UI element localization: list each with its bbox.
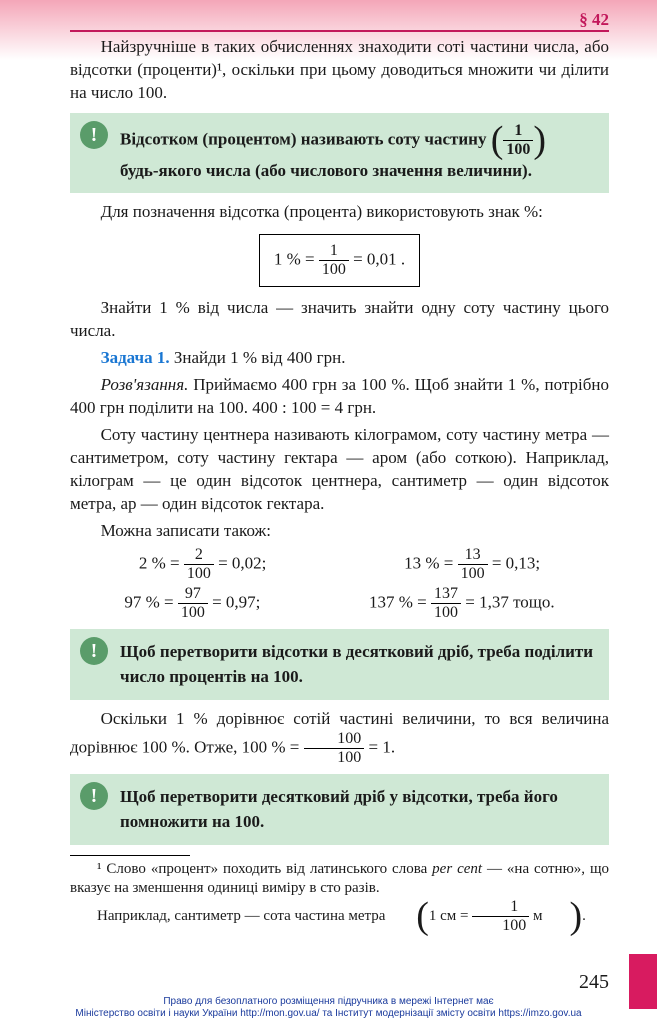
solution-1: Розв'язання. Приймаємо 400 грн за 100 %.…: [70, 374, 609, 420]
credits-line2: Міністерство освіти і науки України http…: [0, 1008, 657, 1020]
paragraph-also: Можна записати також:: [70, 520, 609, 543]
section-ref: § 42: [579, 10, 609, 30]
equations-row-2: 97 % = 97100 = 0,97; 137 % = 137100 = 1,…: [70, 586, 609, 621]
equations-row-1: 2 % = 2100 = 0,02; 13 % = 13100 = 0,13;: [70, 547, 609, 582]
page-number: 245: [579, 971, 609, 994]
task-text: Знайди 1 % від 400 грн.: [170, 348, 346, 367]
paragraph-units: Соту частину центнера називають кілограм…: [70, 424, 609, 516]
paren-left: (: [491, 123, 504, 157]
exclamation-icon: !: [80, 782, 108, 810]
task-label: Задача 1.: [101, 348, 170, 367]
callout3-text: Щоб перетворити десятковий дріб у відсот…: [120, 787, 558, 832]
p6b: = 1.: [364, 737, 395, 756]
callout2-text: Щоб перетворити відсотки в десятковий др…: [120, 642, 593, 687]
eq-13pct: 13 % = 13100 = 0,13;: [404, 547, 540, 582]
credits: Право для безоплатного розміщення підруч…: [0, 996, 657, 1020]
formula-center: 1 % = 1100 = 0,01 .: [70, 228, 609, 293]
credits-line1: Право для безоплатного розміщення підруч…: [0, 996, 657, 1008]
paragraph-notation: Для позначення відсотка (процента) викор…: [70, 201, 609, 224]
callout-definition: ! Відсотком (процентом) називають соту ч…: [70, 113, 609, 194]
formula-box: 1 % = 1100 = 0,01 .: [259, 234, 420, 287]
task-1: Задача 1. Знайди 1 % від 400 грн.: [70, 347, 609, 370]
paragraph-intro: Найзручніше в таких обчисленнях знаходит…: [70, 36, 609, 105]
eq-97pct: 97 % = 97100 = 0,97;: [124, 586, 260, 621]
paragraph-100pct: Оскільки 1 % дорівнює сотій частині вели…: [70, 708, 609, 766]
paragraph-find1pct: Знайти 1 % від числа — значить знайти од…: [70, 297, 609, 343]
exclamation-icon: !: [80, 121, 108, 149]
eq-2pct: 2 % = 2100 = 0,02;: [139, 547, 267, 582]
frac-100-100: 100100: [304, 731, 365, 766]
formula-rhs: = 0,01 .: [353, 250, 405, 269]
footnote-example: Наприклад, сантиметр — сота частина метр…: [70, 899, 609, 934]
formula-frac: 1100: [319, 243, 349, 278]
footnote-1: ¹ Слово «процент» походить від латинсько…: [70, 860, 609, 899]
formula-lhs: 1 % =: [274, 250, 315, 269]
callout1-line2: будь-якого числа (або числового значення…: [120, 161, 532, 180]
exclamation-icon: !: [80, 637, 108, 665]
top-rule: § 42: [70, 30, 609, 32]
callout1-line1: Відсотком (процентом) називають соту час…: [120, 129, 486, 148]
callout-to-decimal: ! Щоб перетворити відсотки в десятковий …: [70, 629, 609, 700]
paren-right: ): [533, 123, 546, 157]
eq-137pct: 137 % = 137100 = 1,37 тощо.: [369, 586, 555, 621]
footnote-rule: [70, 855, 190, 856]
callout-to-percent: ! Щоб перетворити десятковий дріб у відс…: [70, 774, 609, 845]
page-content: § 42 Найзручніше в таких обчисленнях зна…: [0, 0, 657, 934]
solution-label: Розв'язання.: [101, 375, 189, 394]
frac-1-100: 1100: [503, 123, 533, 158]
